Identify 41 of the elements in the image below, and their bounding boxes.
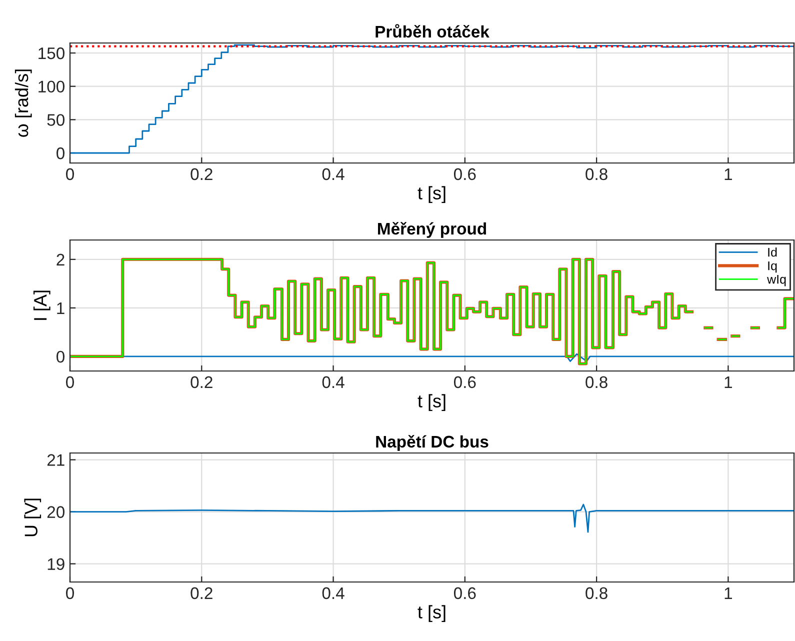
chart-title: Měřený proud [378, 222, 486, 238]
x-tick-label: 0.8 [586, 168, 608, 180]
y-tick-label: 21 [47, 454, 64, 466]
chart-title: Průběh otáček [376, 24, 490, 38]
y-tick-label: 100 [38, 80, 64, 93]
x-tick-label: 1 [724, 587, 732, 599]
x-axis-title: t [s] [418, 605, 446, 622]
x-tick-label: 0.2 [190, 376, 212, 388]
x-tick-label: 0.8 [586, 376, 608, 388]
x-tick-label: 0.6 [454, 587, 476, 600]
x-axis-title: t [s] [418, 394, 446, 412]
x-tick-label: 0.2 [190, 587, 212, 600]
y-tick-label: 1 [57, 302, 64, 314]
y-axis-title: ω [rad/s] [14, 70, 32, 137]
y-tick-label: 0 [56, 350, 64, 363]
x-tick-label: 0.4 [322, 376, 344, 388]
y-axis-title: U [V] [24, 498, 42, 536]
x-tick-label: 0.4 [322, 168, 344, 180]
x-tick-label: 0.6 [454, 376, 476, 388]
x-tick-label: 0.2 [190, 168, 212, 180]
y-tick-label: 19 [48, 558, 64, 570]
x-tick-label: 0.6 [454, 168, 476, 180]
x-axis-title: t [s] [418, 186, 446, 204]
y-axis-title: I [A] [33, 290, 50, 320]
y-tick-label: 2 [56, 254, 64, 266]
legend-label: wIq [767, 275, 786, 286]
x-tick-label: 0 [66, 587, 74, 600]
x-tick-label: 0.4 [322, 587, 344, 600]
y-tick-label: 20 [47, 506, 64, 518]
chart-title: Napětí DC bus [376, 435, 488, 451]
y-tick-label: 50 [47, 114, 64, 126]
x-tick-label: 0.8 [586, 587, 608, 600]
x-tick-label: 1 [724, 376, 732, 388]
legend-label: Iq [768, 261, 777, 273]
y-tick-label: 150 [38, 47, 64, 60]
line-series [70, 504, 794, 533]
x-tick-label: 0 [66, 168, 74, 180]
y-tick-label: 0 [56, 147, 64, 160]
x-tick-label: 0 [66, 376, 74, 388]
x-tick-label: 1 [724, 168, 732, 180]
legend-label: Id [768, 248, 777, 257]
